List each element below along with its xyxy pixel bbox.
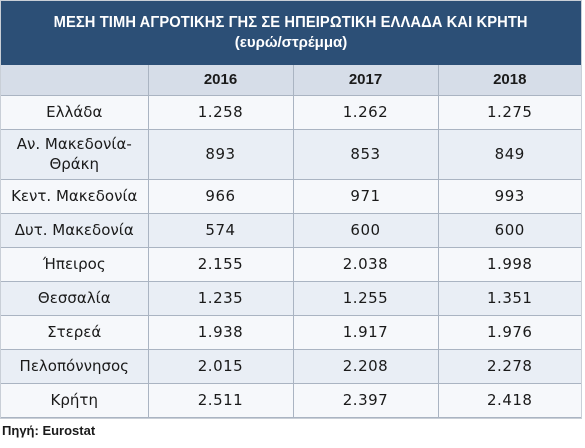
value-cell-2017: 1.917 <box>292 314 439 350</box>
source-note: Πηγή: Eurostat <box>2 423 96 438</box>
table-row: Πελοπόννησος 2.015 2.208 2.278 <box>1 348 581 384</box>
region-cell: Ήπειρος <box>1 246 149 282</box>
column-header-region <box>1 65 149 96</box>
region-cell: Δυτ. Μακεδονία <box>1 212 149 248</box>
value-cell-2018: 1.998 <box>437 246 581 282</box>
region-cell: Κεντ. Μακεδονία <box>1 178 149 214</box>
value-cell-2018: 2.278 <box>437 348 581 384</box>
value-cell-2018: 849 <box>437 128 581 180</box>
column-header-2018: 2018 <box>437 65 581 96</box>
value-cell-2016: 1.235 <box>147 280 294 316</box>
value-cell-2016: 2.511 <box>147 382 294 418</box>
value-cell-2017: 1.262 <box>292 94 439 130</box>
value-cell-2018: 2.418 <box>437 382 581 418</box>
region-cell: Πελοπόννησος <box>1 348 149 384</box>
value-cell-2016: 966 <box>147 178 294 214</box>
table-row: Θεσσαλία 1.235 1.255 1.351 <box>1 280 581 316</box>
value-cell-2016: 2.015 <box>147 348 294 384</box>
table-row: Δυτ. Μακεδονία 574 600 600 <box>1 212 581 248</box>
value-cell-2016: 893 <box>147 128 294 180</box>
table-title: ΜΕΣΗ ΤΙΜΗ ΑΓΡΟΤΙΚΗΣ ΓΗΣ ΣΕ ΗΠΕΙΡΩΤΙΚΗ ΕΛ… <box>53 14 529 31</box>
value-cell-2018: 1.976 <box>437 314 581 350</box>
value-cell-2017: 1.255 <box>292 280 439 316</box>
value-cell-2017: 2.397 <box>292 382 439 418</box>
table-row: Στερεά 1.938 1.917 1.976 <box>1 314 581 350</box>
table-row: Ελλάδα 1.258 1.262 1.275 <box>1 94 581 130</box>
region-cell: Ελλάδα <box>1 94 149 130</box>
value-cell-2017: 971 <box>292 178 439 214</box>
value-cell-2018: 600 <box>437 212 581 248</box>
column-header-2017: 2017 <box>292 65 439 96</box>
table-row: Αν. Μακεδονία-Θράκη 893 853 849 <box>1 128 581 180</box>
table-subtitle: (ευρώ/στρέμμα) <box>234 34 348 51</box>
value-cell-2017: 600 <box>292 212 439 248</box>
value-cell-2016: 574 <box>147 212 294 248</box>
value-cell-2017: 2.208 <box>292 348 439 384</box>
region-cell: Αν. Μακεδονία-Θράκη <box>1 128 149 180</box>
column-header-2016: 2016 <box>147 65 294 96</box>
table-row: Κεντ. Μακεδονία 966 971 993 <box>1 178 581 214</box>
region-cell: Στερεά <box>1 314 149 350</box>
value-cell-2016: 1.938 <box>147 314 294 350</box>
column-header-row: 2016 2017 2018 <box>1 65 581 96</box>
table-row: Κρήτη 2.511 2.397 2.418 <box>1 382 581 418</box>
value-cell-2017: 853 <box>292 128 439 180</box>
region-cell: Θεσσαλία <box>1 280 149 316</box>
value-cell-2018: 993 <box>437 178 581 214</box>
table-row: Ήπειρος 2.155 2.038 1.998 <box>1 246 581 282</box>
region-cell: Κρήτη <box>1 382 149 418</box>
value-cell-2016: 1.258 <box>147 94 294 130</box>
value-cell-2018: 1.275 <box>437 94 581 130</box>
price-table-card: ΜΕΣΗ ΤΙΜΗ ΑΓΡΟΤΙΚΗΣ ΓΗΣ ΣΕ ΗΠΕΙΡΩΤΙΚΗ ΕΛ… <box>0 0 582 419</box>
price-table: 2016 2017 2018 Ελλάδα 1.258 1.262 1.275 … <box>1 65 581 418</box>
value-cell-2016: 2.155 <box>147 246 294 282</box>
value-cell-2017: 2.038 <box>292 246 439 282</box>
title-bar: ΜΕΣΗ ΤΙΜΗ ΑΓΡΟΤΙΚΗΣ ΓΗΣ ΣΕ ΗΠΕΙΡΩΤΙΚΗ ΕΛ… <box>1 1 581 65</box>
value-cell-2018: 1.351 <box>437 280 581 316</box>
